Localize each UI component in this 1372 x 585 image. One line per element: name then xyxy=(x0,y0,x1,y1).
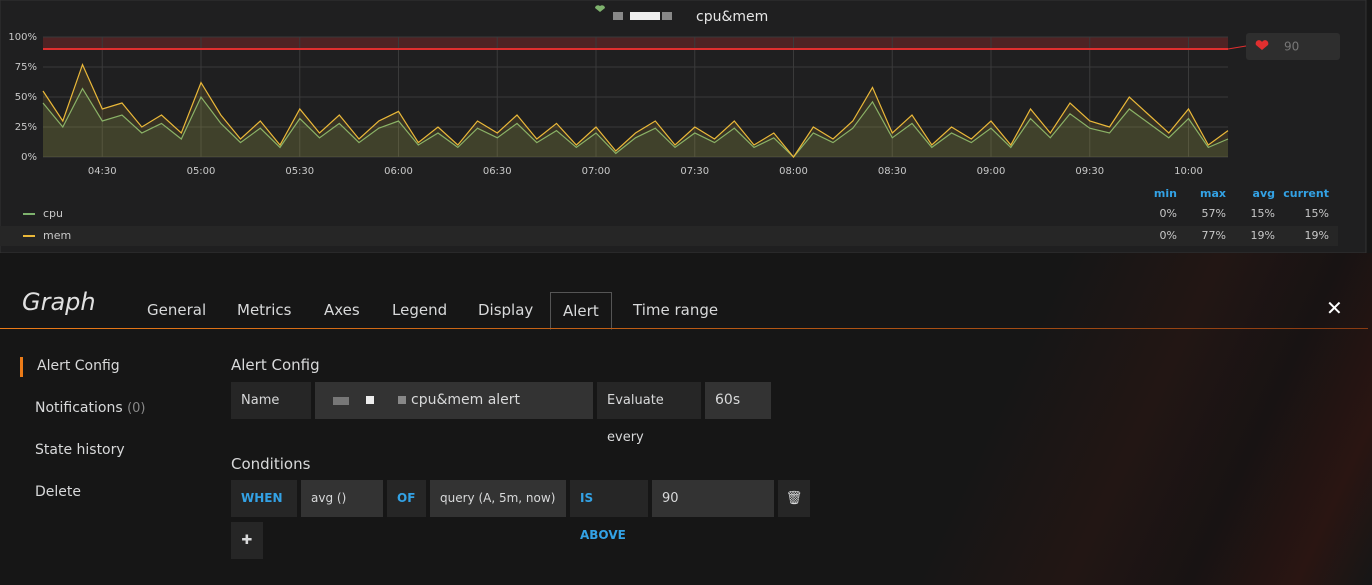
series-area xyxy=(43,64,1228,157)
x-tick-label: 07:30 xyxy=(680,166,709,177)
legend-label: cpu xyxy=(43,207,63,220)
legend-stat: 19% xyxy=(1305,229,1329,242)
obscured xyxy=(366,396,374,404)
x-tick-label: 10:00 xyxy=(1174,166,1203,177)
tab[interactable]: Metrics xyxy=(237,301,292,319)
sidebar-item[interactable]: Alert Config xyxy=(37,358,120,374)
when-keyword: WHEN xyxy=(231,480,297,517)
legend-stat: 0% xyxy=(1160,207,1177,220)
query[interactable]: query (A, 5m, now) xyxy=(430,480,566,517)
legend-column-header: min xyxy=(1154,187,1177,200)
reducer[interactable]: avg () xyxy=(301,480,383,517)
y-tick-label: 0% xyxy=(21,152,37,163)
sidebar-label: Notifications xyxy=(35,400,123,416)
name-label: Name xyxy=(231,382,311,419)
graph-panel: cpu&mem 90 0% 25% 50% 75% 100% 04:30 05:00 05:3… xyxy=(0,0,1367,253)
y-tick-label: 25% xyxy=(15,122,37,133)
obscured xyxy=(630,12,660,20)
alert-heart xyxy=(595,5,605,12)
threshold-value[interactable]: 90 xyxy=(652,480,774,517)
sidebar-item[interactable]: State history xyxy=(35,442,125,458)
x-tick-label: 07:00 xyxy=(582,166,611,177)
tab[interactable]: Alert xyxy=(550,292,612,330)
divider xyxy=(0,328,1368,329)
threshold-connector xyxy=(1227,45,1247,50)
obscured xyxy=(613,12,623,20)
tab[interactable]: General xyxy=(147,301,207,319)
tab[interactable]: Time range xyxy=(633,301,719,319)
active-marker xyxy=(20,357,23,377)
series-line xyxy=(42,87,1229,158)
sidebar-item[interactable]: Notifications (0) xyxy=(35,400,146,416)
series-area xyxy=(43,88,1228,157)
add-condition[interactable]: ✚ xyxy=(231,522,263,559)
x-tick-label: 06:00 xyxy=(384,166,413,177)
obscured xyxy=(662,12,672,20)
background xyxy=(0,253,1372,585)
legend-row-bg xyxy=(0,226,1338,246)
evaluate-label: Evaluate every xyxy=(597,382,701,445)
obscured xyxy=(398,396,406,404)
x-tick-label: 05:30 xyxy=(285,166,314,177)
name-input[interactable]: cpu&mem alert xyxy=(315,382,593,419)
count: (0) xyxy=(127,401,146,416)
series-line xyxy=(42,62,1229,159)
y-tick-label: 100% xyxy=(8,32,37,43)
x-tick-label: 08:00 xyxy=(779,166,808,177)
legend-stat: 0% xyxy=(1160,229,1177,242)
legend-column-header: current xyxy=(1283,187,1329,200)
obscured xyxy=(333,397,349,405)
panel-title: cpu&mem xyxy=(696,9,768,25)
x-tick-label: 04:30 xyxy=(88,166,117,177)
legend-stat: 15% xyxy=(1251,207,1275,220)
threshold-region xyxy=(43,37,1228,49)
x-tick-label: 06:30 xyxy=(483,166,512,177)
x-tick-label: 05:00 xyxy=(187,166,216,177)
threshold-input[interactable]: 90 xyxy=(1284,40,1299,54)
legend-column-header: max xyxy=(1200,187,1226,200)
tab[interactable]: Display xyxy=(478,301,534,319)
section-title: Alert Config xyxy=(231,356,320,374)
evaluator[interactable]: IS ABOVE xyxy=(570,480,648,542)
evaluate-input[interactable]: 60s xyxy=(705,382,771,419)
legend-column-header: avg xyxy=(1253,187,1275,200)
editor-title: Graph xyxy=(22,288,96,316)
legend-stat: 15% xyxy=(1305,207,1329,220)
close-button[interactable]: ✕ xyxy=(1326,296,1343,320)
legend-stat: 77% xyxy=(1202,229,1226,242)
legend-stat: 19% xyxy=(1251,229,1275,242)
legend-stat: 57% xyxy=(1202,207,1226,220)
x-tick-label: 09:30 xyxy=(1075,166,1104,177)
x-tick-label: 08:30 xyxy=(878,166,907,177)
y-tick-label: 50% xyxy=(15,92,37,103)
x-tick-label: 09:00 xyxy=(977,166,1006,177)
tab[interactable]: Axes xyxy=(324,301,360,319)
delete-condition[interactable]: 🗑 xyxy=(778,480,810,517)
y-tick-label: 75% xyxy=(15,62,37,73)
conditions-title: Conditions xyxy=(231,455,311,473)
legend-label: mem xyxy=(43,229,71,242)
tab[interactable]: Legend xyxy=(392,301,448,319)
sidebar-item[interactable]: Delete xyxy=(35,484,81,500)
threshold-heart xyxy=(1255,40,1269,50)
threshold-handle[interactable] xyxy=(1246,33,1340,60)
of-keyword: OF xyxy=(387,480,426,517)
